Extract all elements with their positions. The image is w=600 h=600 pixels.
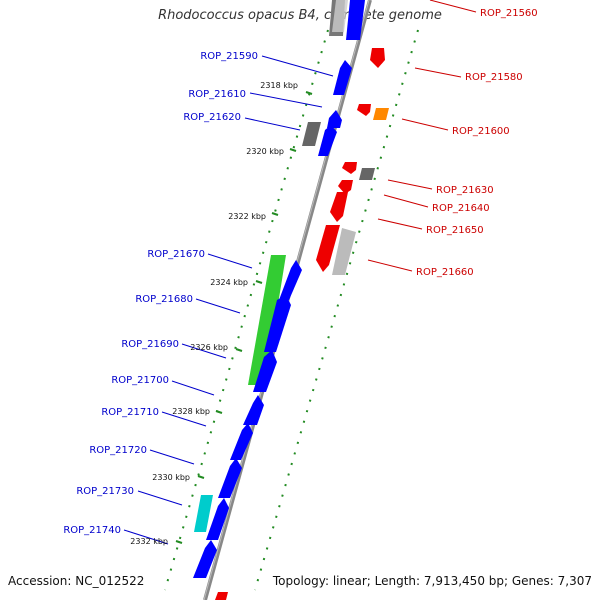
gene-rop-21680-a[interactable] <box>279 260 302 300</box>
gene-rop-21630[interactable] <box>359 168 375 180</box>
gene-rop-21660-red[interactable] <box>316 225 340 272</box>
gene-label[interactable]: ROP_21640 <box>432 203 490 214</box>
gene-rop-21650[interactable] <box>330 192 348 222</box>
gene-rop-21660-gray[interactable] <box>332 228 356 275</box>
genome-title: Rhodococcus opacus B4, complete genome <box>158 8 442 23</box>
gene-rop-21580[interactable] <box>370 48 385 68</box>
gene-label[interactable]: ROP_21700 <box>111 375 169 386</box>
tick-label-2320: 2320 kbp <box>246 147 284 156</box>
gene-label[interactable]: ROP_21730 <box>76 486 134 497</box>
minus-leader-lines <box>367 0 477 272</box>
tick-label-2328: 2328 kbp <box>172 407 210 416</box>
tick-label-2330: 2330 kbp <box>152 473 190 482</box>
gene-rop-21610[interactable] <box>327 110 342 128</box>
gene-rop-21730-b[interactable] <box>206 498 229 540</box>
gene-rop-21680-b[interactable] <box>264 295 291 352</box>
tick-label-2322: 2322 kbp <box>228 212 266 221</box>
gene-block-red-bottom[interactable] <box>215 592 228 600</box>
gene-label[interactable]: ROP_21670 <box>147 249 205 260</box>
gene-rop-21730-cyan[interactable] <box>194 495 213 532</box>
gene-rop-21620-gray[interactable] <box>302 122 321 146</box>
gene-label[interactable]: ROP_21710 <box>101 407 159 418</box>
gene-rop-21600-red[interactable] <box>357 104 371 116</box>
gene-rop-21740[interactable] <box>193 540 217 578</box>
gene-rop-21640[interactable] <box>338 180 353 194</box>
tick-marks <box>175 91 313 544</box>
minus-gene-labels: ROP_21560 ROP_21580 ROP_21600 ROP_21630 … <box>416 8 538 278</box>
gene-rop-21690[interactable] <box>253 350 277 392</box>
accession-label: Accession: NC_012522 <box>8 574 145 588</box>
gene-rop-21630-red[interactable] <box>342 162 357 174</box>
gene-block-blue-top[interactable] <box>346 0 365 40</box>
gene-label[interactable]: ROP_21590 <box>200 51 258 62</box>
gene-rop-21600[interactable] <box>373 108 389 120</box>
gene-label[interactable]: ROP_21690 <box>121 339 179 350</box>
plus-leader-lines <box>123 55 334 545</box>
gene-label[interactable]: ROP_21610 <box>188 89 246 100</box>
gene-rop-21590[interactable] <box>333 60 352 95</box>
gene-rop-21710[interactable] <box>243 395 264 425</box>
plus-gene-labels: ROP_21590 ROP_21610 ROP_21620 ROP_21670 … <box>63 51 258 536</box>
gene-label[interactable]: ROP_21720 <box>89 445 147 456</box>
gene-label[interactable]: ROP_21620 <box>183 112 241 123</box>
tick-label-2326: 2326 kbp <box>190 343 228 352</box>
gene-rop-21730-a[interactable] <box>218 458 242 498</box>
gene-label[interactable]: ROP_21580 <box>465 72 523 83</box>
gene-rop-21670[interactable] <box>248 255 286 385</box>
gene-rop-21720[interactable] <box>230 423 253 460</box>
tick-label-2318: 2318 kbp <box>260 81 298 90</box>
tick-label-2332: 2332 kbp <box>130 537 168 546</box>
gene-label[interactable]: ROP_21560 <box>480 8 538 19</box>
tick-labels: 2318 kbp 2320 kbp 2322 kbp 2324 kbp 2326… <box>130 81 298 546</box>
gene-label[interactable]: ROP_21740 <box>63 525 121 536</box>
gene-label[interactable]: ROP_21630 <box>436 185 494 196</box>
genome-summary: Topology: linear; Length: 7,913,450 bp; … <box>272 574 592 588</box>
gene-rop-21620[interactable] <box>318 125 337 156</box>
gene-label[interactable]: ROP_21650 <box>426 225 484 236</box>
gene-label[interactable]: ROP_21680 <box>135 294 193 305</box>
gene-block-lightgray-top[interactable] <box>332 0 348 32</box>
gene-label[interactable]: ROP_21600 <box>452 126 510 137</box>
tick-label-2324: 2324 kbp <box>210 278 248 287</box>
gene-label[interactable]: ROP_21660 <box>416 267 474 278</box>
